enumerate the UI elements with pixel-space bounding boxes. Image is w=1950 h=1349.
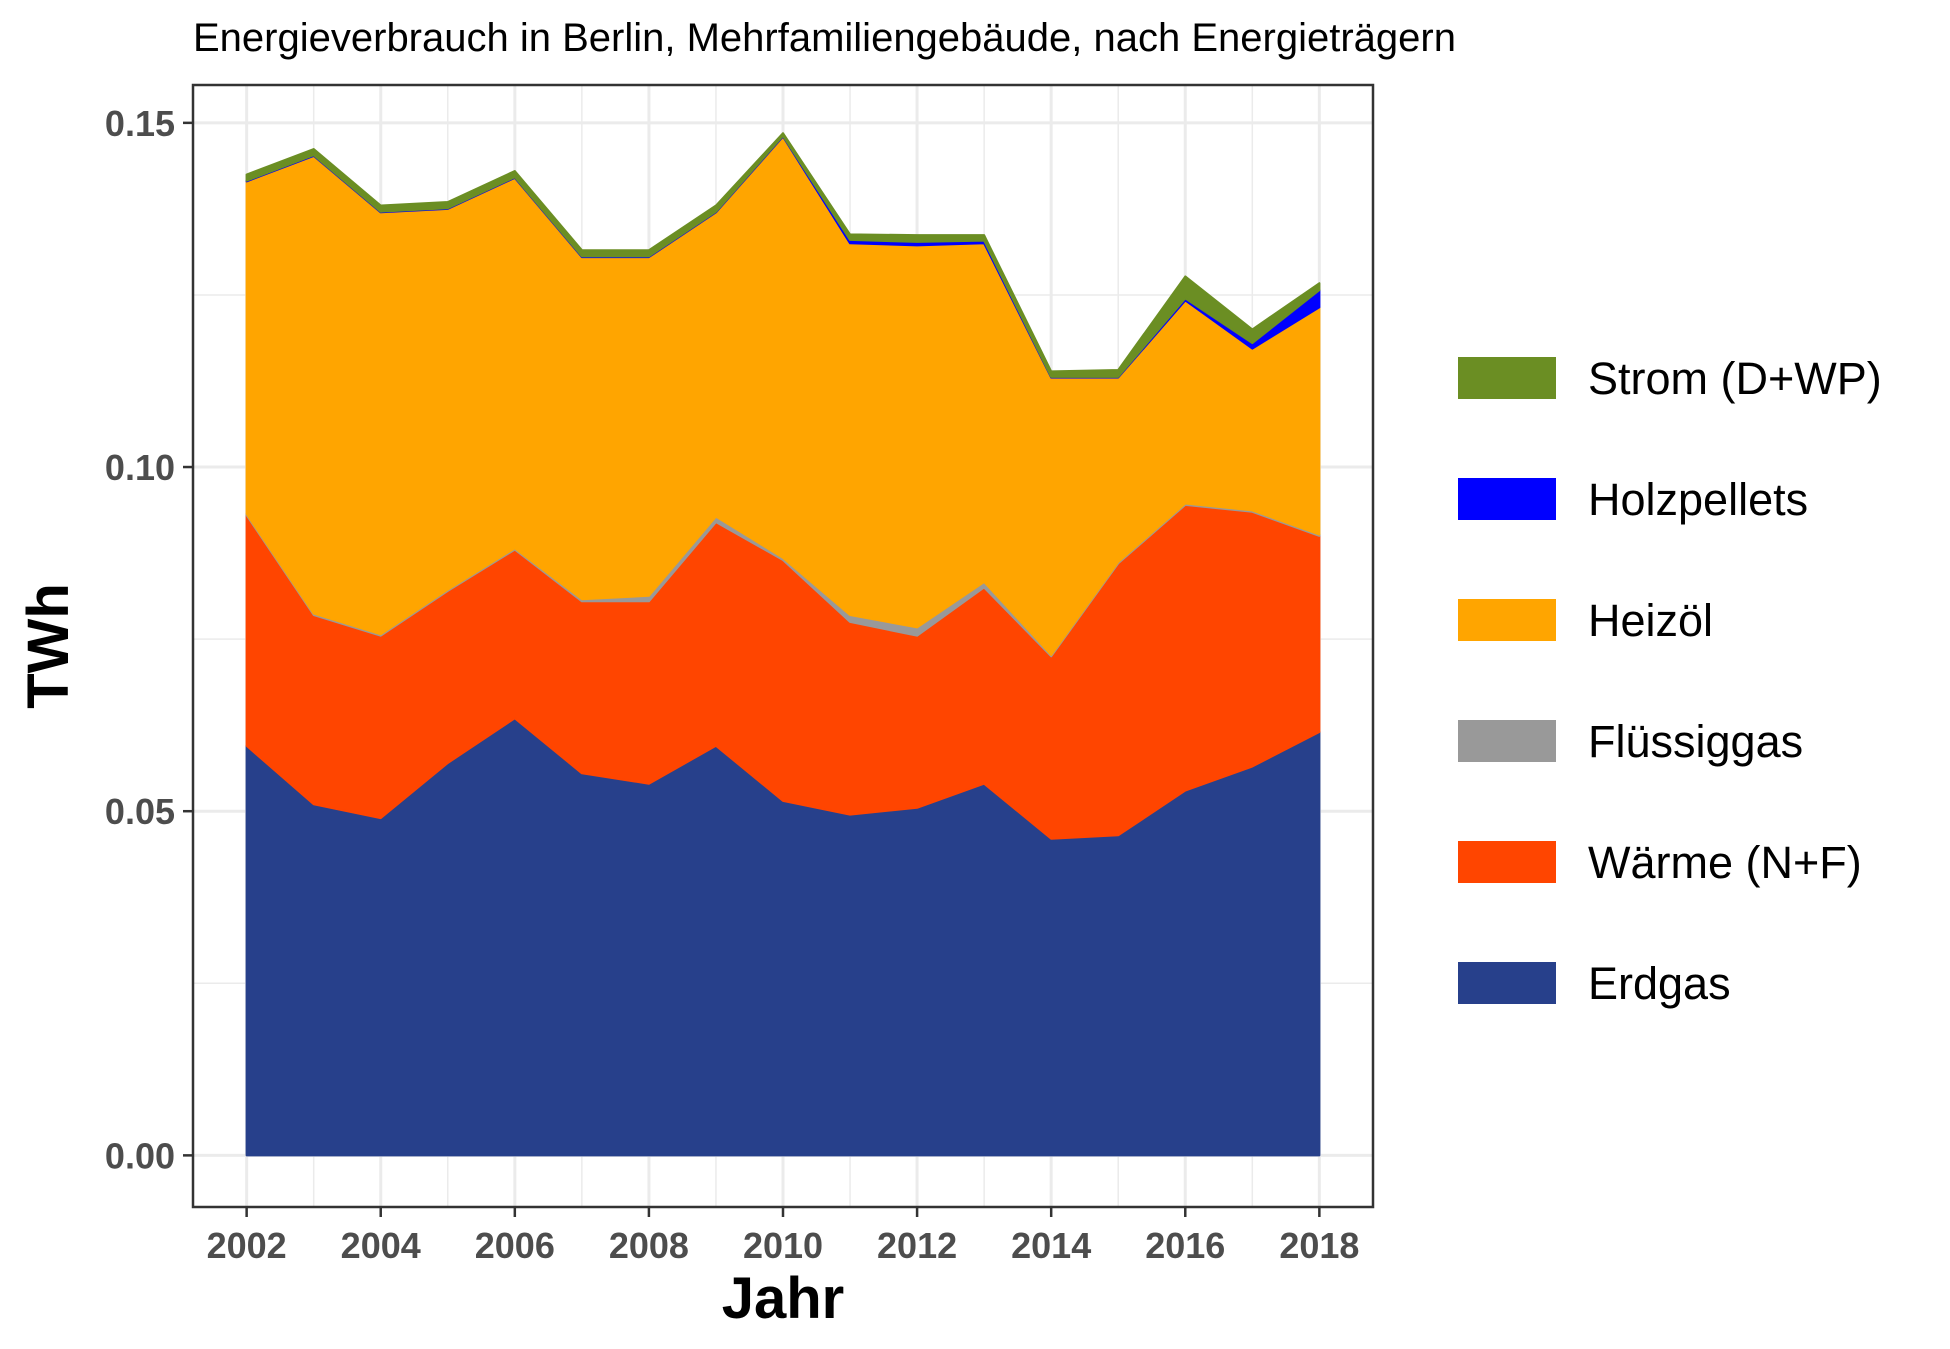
x-tick-label: 2012 xyxy=(877,1225,957,1266)
y-axis-title: TWh xyxy=(16,583,81,709)
chart-title: Energieverbrauch in Berlin, Mehrfamilien… xyxy=(193,16,1456,60)
y-tick-label: 0.10 xyxy=(105,447,175,488)
legend-key-holzpellets xyxy=(1458,478,1556,520)
axes: 2002 2004 2006 2008 2010 2012 2014 2016 2018 0.00… xyxy=(105,103,1359,1266)
legend: Strom (D+WP) Holzpellets Heizöl Flüssiggas W… xyxy=(1458,353,1882,1009)
area-series-layer xyxy=(245,132,1321,1157)
legend-key-strom-d-wp xyxy=(1458,357,1556,399)
x-tick-label: 2006 xyxy=(475,1225,555,1266)
x-tick-label: 2002 xyxy=(207,1225,287,1266)
y-tick-label: 0.00 xyxy=(105,1135,175,1176)
x-tick-label: 2008 xyxy=(609,1225,689,1266)
legend-key-fl-ssiggas xyxy=(1458,720,1556,762)
x-tick-label: 2018 xyxy=(1279,1225,1359,1266)
x-axis-title: Jahr xyxy=(722,1266,845,1331)
legend-label-strom-d-wp: Strom (D+WP) xyxy=(1588,353,1882,404)
y-tick-label: 0.05 xyxy=(105,791,175,832)
area-strom-d-wp xyxy=(245,132,1321,378)
legend-label-fl-ssiggas: Flüssiggas xyxy=(1588,716,1803,767)
legend-label-holzpellets: Holzpellets xyxy=(1588,474,1808,525)
legend-label-erdgas: Erdgas xyxy=(1588,958,1731,1009)
legend-label-w-rme-n-f: Wärme (N+F) xyxy=(1588,837,1862,888)
legend-label-heiz-l: Heizöl xyxy=(1588,595,1713,646)
x-tick-label: 2016 xyxy=(1145,1225,1225,1266)
x-tick-label: 2014 xyxy=(1011,1225,1091,1266)
x-tick-label: 2010 xyxy=(743,1225,823,1266)
legend-key-erdgas xyxy=(1458,962,1556,1004)
y-tick-label: 0.15 xyxy=(105,103,175,144)
legend-key-heiz-l xyxy=(1458,599,1556,641)
legend-key-w-rme-n-f xyxy=(1458,841,1556,883)
x-tick-label: 2004 xyxy=(341,1225,421,1266)
